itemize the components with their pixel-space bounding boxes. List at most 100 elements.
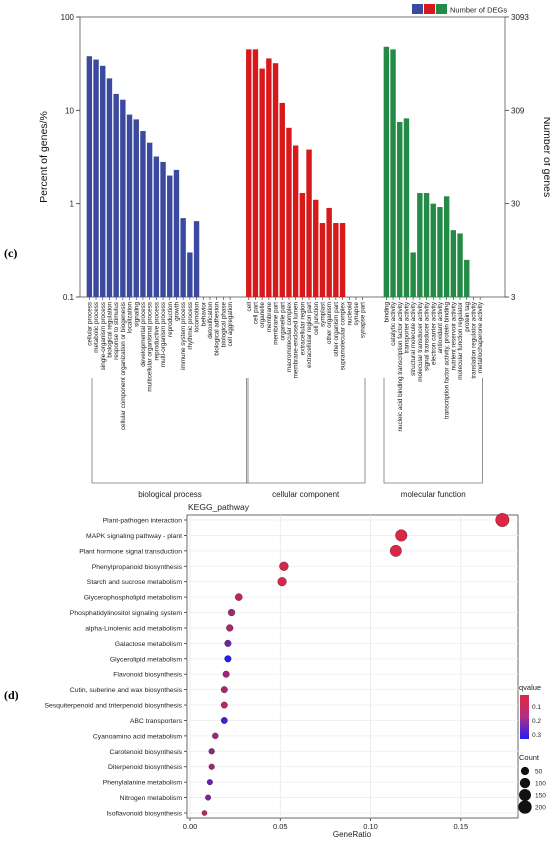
bar — [133, 119, 139, 297]
bar — [313, 199, 319, 297]
pathway-label: Glycerolipid metabolism — [110, 656, 182, 663]
x-tick-label: 0.10 — [363, 822, 378, 831]
bar — [246, 49, 252, 297]
bar — [93, 59, 99, 297]
category-label: multi-organism process — [160, 302, 167, 367]
pathway-label: Diterpenoid biosynthesis — [108, 764, 183, 771]
category-label: electron carrier activity — [430, 301, 437, 365]
group-label: biological process — [138, 490, 202, 499]
plot-frame — [79, 16, 506, 298]
pathway-point — [495, 513, 510, 527]
legend-swatch — [412, 4, 423, 14]
pathway-point — [220, 717, 228, 724]
bar — [106, 78, 113, 297]
category-label: nucleic acid binding transcription facto… — [397, 301, 404, 431]
category-label: nucleoid — [346, 302, 353, 326]
pathway-label: Plant-pathogen interaction — [103, 518, 183, 525]
pathway-point — [279, 561, 289, 571]
count-legend-dot — [520, 766, 530, 776]
count-legend-title: Count — [519, 753, 540, 762]
category-label: cellular process — [86, 302, 93, 346]
pathway-label: ABC transporters — [130, 718, 183, 725]
bar — [279, 102, 285, 297]
category-label: translation regulator activity — [470, 301, 477, 378]
count-legend-label: 150 — [535, 793, 546, 800]
group-bracket — [91, 378, 249, 484]
legend-swatch — [424, 4, 435, 14]
pathway-point — [222, 670, 230, 678]
left-tick-label: 100 — [61, 13, 75, 22]
category-label: transcription factor activity, protein b… — [444, 302, 451, 420]
category-label: cell aggregation — [227, 302, 234, 347]
category-label: biological regulation — [106, 302, 113, 358]
bar — [173, 169, 180, 297]
pathway-label: Galactose metabolism — [115, 641, 183, 648]
count-legend-dot — [518, 800, 532, 814]
legend-label: Number of DEGs — [450, 6, 507, 15]
pathway-point — [395, 529, 408, 542]
bar — [266, 58, 272, 297]
category-label: organelle — [259, 302, 266, 328]
category-label: extracellular region — [299, 302, 306, 356]
category-label: metabolic process — [93, 302, 100, 353]
category-label: immune system process — [180, 302, 187, 370]
group-label: cellular component — [272, 490, 340, 499]
pathway-point — [208, 763, 215, 770]
bar — [383, 46, 390, 297]
pathway-point — [224, 655, 232, 663]
bar — [252, 49, 259, 297]
bar — [306, 149, 312, 297]
bar — [299, 193, 306, 297]
category-label: behavior — [200, 302, 207, 326]
category-label: other organism — [326, 302, 333, 344]
count-legend-label: 50 — [535, 769, 543, 776]
bar — [397, 121, 403, 297]
bar — [403, 118, 410, 297]
bar — [450, 230, 457, 297]
bar — [113, 93, 119, 297]
pathway-label: Phenylalanine metabolism — [103, 780, 183, 787]
category-label: protein tag — [464, 302, 471, 332]
pathway-point — [389, 544, 402, 557]
count-legend-dot — [519, 789, 531, 801]
category-label: supramolecular complex — [340, 301, 347, 370]
category-label: transporter activity — [403, 301, 410, 353]
pathway-label: Phosphatidylinositol signaling system — [70, 610, 183, 617]
pathway-point — [224, 639, 232, 647]
pathway-point — [226, 624, 234, 632]
qvalue-tick-label: 0.3 — [532, 732, 541, 739]
left-tick-label: 0.1 — [63, 293, 75, 302]
x-tick-label: 0.00 — [183, 822, 198, 831]
bar — [286, 127, 292, 297]
category-label: developmental process — [140, 302, 147, 367]
right-tick-label: 3093 — [511, 13, 529, 22]
pathway-point — [208, 748, 215, 755]
pathway-label: Carotenoid biosynthesis — [109, 749, 182, 756]
bar — [86, 56, 93, 297]
pathway-label: Glycerophospholipid metabolism — [84, 595, 183, 602]
pathway-point — [201, 810, 208, 816]
pathway-label: Flavonoid biosynthesis — [113, 672, 182, 679]
category-label: extracellular region part — [306, 302, 313, 368]
category-label: single-organism process — [100, 302, 107, 370]
category-label: molecular function regulator — [457, 302, 464, 380]
category-label: biological adhesion — [214, 302, 221, 356]
pathway-point — [227, 608, 236, 617]
category-label: cell part — [252, 302, 259, 324]
x-tick-label: 0.05 — [273, 822, 288, 831]
pathway-label: Plant hormone signal transduction — [79, 548, 182, 555]
pathway-point — [234, 593, 243, 601]
category-label: organelle part — [279, 302, 286, 341]
bar — [126, 114, 133, 297]
panel-label-c: (c) — [4, 246, 17, 260]
bar — [153, 156, 160, 297]
x-tick-label: 0.15 — [454, 822, 469, 831]
category-label: reproduction — [167, 302, 174, 338]
legend-swatch — [436, 4, 447, 14]
category-label: catalytic activity — [390, 301, 397, 346]
right-tick-label: 30 — [511, 200, 520, 209]
bar — [457, 233, 463, 297]
go-bar-chart: 100 10 1 0.1 3093 309 30 3 Percent of genes/% Num… — [38, 4, 550, 499]
category-label: macromolecular complex — [286, 301, 293, 372]
category-label: localization — [127, 302, 134, 334]
